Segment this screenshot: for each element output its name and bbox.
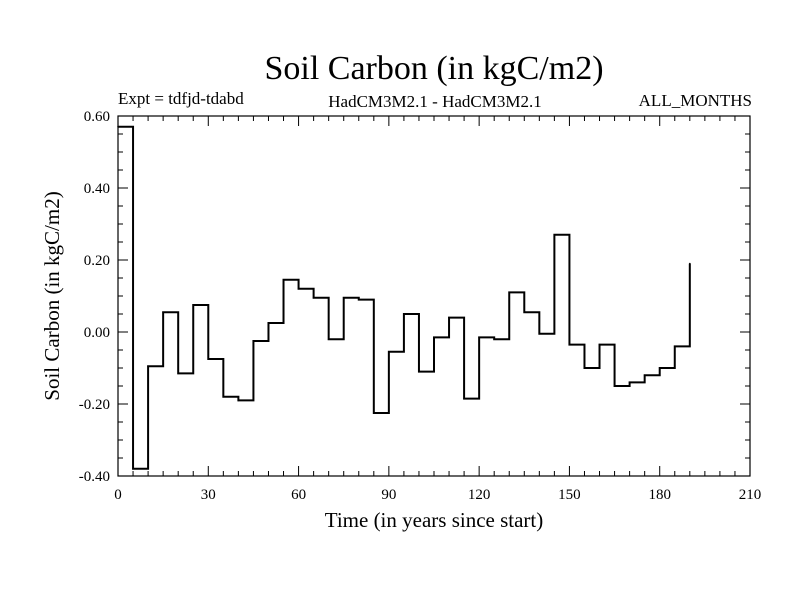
y-tick-label: 0.60 xyxy=(84,109,110,125)
axis-ticks: 0 30 60 90 120 150 180 210 -0.40 -0.20 0.00 0.20 0.4… xyxy=(79,109,762,503)
data-point xyxy=(613,385,616,387)
months-label: ALL_MONTHS xyxy=(639,91,752,110)
data-point xyxy=(628,381,631,384)
x-tick-label: 120 xyxy=(468,487,491,503)
data-point xyxy=(448,316,450,319)
data-point xyxy=(132,468,134,470)
y-axis-label: Soil Carbon (in kgC/m2) xyxy=(40,191,64,400)
experiment-label: Expt = tdfjd-tdabd xyxy=(118,89,244,108)
data-point xyxy=(267,322,270,324)
data-point xyxy=(463,397,465,400)
x-tick-label: 60 xyxy=(291,487,306,503)
data-point xyxy=(222,396,225,398)
data-point xyxy=(162,311,164,314)
y-tick-label: -0.40 xyxy=(79,469,110,485)
data-point xyxy=(327,338,330,341)
y-tick-label: 0.20 xyxy=(84,253,110,269)
data-point xyxy=(523,311,526,314)
model-comparison-label: HadCM3M2.1 - HadCM3M2.1 xyxy=(328,92,541,111)
data-point xyxy=(673,345,676,348)
data-point xyxy=(252,340,255,342)
data-point xyxy=(493,338,495,341)
data-point xyxy=(403,313,405,315)
data-point xyxy=(312,297,315,299)
data-point xyxy=(478,336,480,339)
data-point xyxy=(508,291,511,294)
data-point xyxy=(282,279,285,281)
chart-title: Soil Carbon (in kgC/m2) xyxy=(264,50,603,87)
data-point xyxy=(658,367,661,369)
x-tick-label: 30 xyxy=(201,487,216,503)
data-point xyxy=(147,365,149,368)
data-point xyxy=(373,412,375,414)
data-point xyxy=(689,262,691,265)
data-point xyxy=(177,372,179,375)
plot-frame xyxy=(117,115,751,477)
y-tick-label: 0.00 xyxy=(84,325,110,341)
data-point xyxy=(643,374,646,377)
data-point xyxy=(568,343,571,346)
x-tick-label: 90 xyxy=(381,487,396,503)
data-point xyxy=(583,367,586,369)
series-line xyxy=(118,125,691,470)
data-point xyxy=(297,288,300,290)
data-point xyxy=(418,370,420,373)
x-tick-label: 180 xyxy=(648,487,671,503)
data-point xyxy=(342,297,345,299)
y-tick-label: 0.40 xyxy=(84,181,110,197)
x-tick-label: 0 xyxy=(114,487,122,503)
data-point xyxy=(538,333,541,335)
data-point xyxy=(433,336,435,339)
x-axis-label: Time (in years since start) xyxy=(325,508,544,532)
series-group xyxy=(117,125,691,470)
y-tick-label: -0.20 xyxy=(79,397,110,413)
data-point xyxy=(388,351,390,353)
data-point xyxy=(192,304,195,306)
x-tick-label: 210 xyxy=(739,487,762,503)
data-point xyxy=(207,358,210,360)
data-point xyxy=(553,234,556,236)
data-point xyxy=(598,343,601,346)
x-tick-label: 150 xyxy=(558,487,581,503)
data-point xyxy=(237,399,240,402)
data-point xyxy=(357,298,360,301)
